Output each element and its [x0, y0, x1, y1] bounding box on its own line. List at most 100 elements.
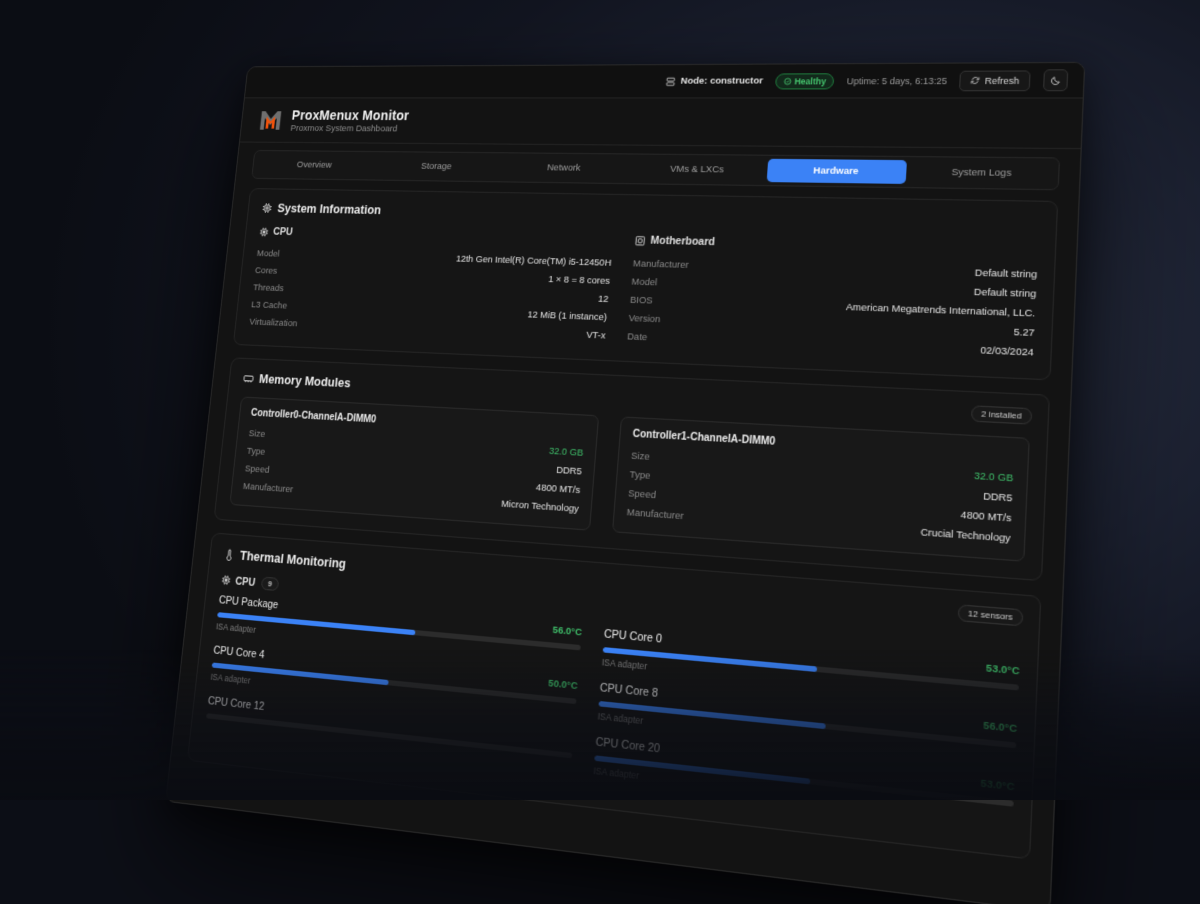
tab-network[interactable]: Network	[500, 156, 629, 180]
motherboard-rows: Manufacturer Default string Model Default s…	[627, 254, 1038, 362]
info-row-key: Date	[627, 331, 648, 343]
main-content: System Information	[167, 188, 1078, 899]
info-row-value: Crucial Technology	[920, 526, 1011, 544]
cpu-section-title: CPU	[273, 226, 294, 238]
thermal-monitoring-card: 12 sensors Thermal Monitoring	[187, 532, 1041, 859]
thermal-sensor-temperature: 53.0°C	[980, 777, 1014, 793]
memory-modules-badge: 2 installed	[971, 405, 1032, 424]
app-header: ProxMenux Monitor Proxmox System Dashboa…	[240, 98, 1083, 149]
info-row-key: Virtualization	[249, 316, 298, 328]
thermometer-icon	[223, 548, 235, 561]
thermal-sensor-name: CPU Core 12	[207, 695, 265, 713]
refresh-button[interactable]: Refresh	[959, 70, 1030, 91]
info-row-value: 5.27	[1013, 326, 1034, 339]
info-row-key: Speed	[628, 487, 657, 500]
info-row-value: 02/03/2024	[980, 344, 1034, 358]
info-row-value: 32.0 GB	[548, 445, 583, 458]
info-row-value: 4800 MT/s	[536, 482, 581, 496]
thermal-sensor-temperature: 53.0°C	[986, 662, 1020, 678]
info-row-key: Cores	[255, 265, 278, 276]
proxmenux-logo-icon	[256, 107, 285, 135]
info-row-value: 12 MiB (1 instance)	[527, 309, 607, 323]
motherboard-section-title: Motherboard	[650, 235, 715, 249]
server-icon	[666, 76, 677, 86]
info-row-key: Type	[246, 445, 265, 457]
thermal-group-label: CPU	[235, 575, 256, 589]
tab-vms-lxcs[interactable]: VMs & LXCs	[630, 157, 765, 182]
info-row-key: BIOS	[630, 294, 653, 306]
theme-toggle-button[interactable]	[1043, 69, 1068, 91]
motherboard-icon	[634, 235, 646, 246]
moon-icon	[1050, 75, 1062, 85]
thermal-group-count: 9	[261, 577, 279, 591]
info-row-value: 12th Gen Intel(R) Core(TM) i5-12450H	[456, 253, 612, 268]
app-window: Node: constructor Healthy Uptime: 5 days…	[165, 62, 1085, 904]
thermal-monitoring-badge: 12 sensors	[957, 604, 1023, 626]
page-subtitle: Proxmox System Dashboard	[290, 123, 408, 134]
thermal-sensor-name: CPU Package	[218, 594, 278, 611]
refresh-icon	[971, 76, 981, 85]
info-row-value: 1 × 8 = 8 cores	[548, 274, 610, 287]
info-row-key: Model	[256, 248, 280, 259]
thermal-sensor-bar-fill	[206, 713, 207, 718]
info-row-value: Default string	[974, 286, 1037, 300]
memory-icon	[243, 372, 255, 384]
status-badge: Healthy	[775, 73, 835, 89]
cpu-rows: Model 12th Gen Intel(R) Core(TM) i5-12450…	[249, 245, 613, 345]
info-row-value: DDR5	[556, 464, 582, 477]
system-information-title: System Information	[277, 202, 382, 217]
info-row-value: Micron Technology	[501, 498, 579, 515]
status-bar: Node: constructor Healthy Uptime: 5 days…	[245, 63, 1084, 99]
check-circle-icon	[783, 77, 792, 85]
info-row-key: Size	[248, 428, 266, 440]
thermal-sensor-name: CPU Core 20	[595, 736, 660, 756]
info-row-key: Version	[628, 312, 660, 324]
info-row-key: Threads	[253, 282, 285, 293]
cpu-section: CPU Model 12th Gen Intel(R) Core(TM) i5-1…	[249, 226, 614, 345]
info-row-key: Manufacturer	[633, 258, 690, 271]
status-badge-label: Healthy	[794, 76, 826, 86]
cpu-chip-icon	[221, 574, 232, 586]
thermal-sensor-name: CPU Core 4	[213, 644, 265, 661]
thermal-sensor-temperature: 56.0°C	[983, 720, 1017, 736]
info-row-value: 4800 MT/s	[960, 509, 1011, 525]
info-row-value: Default string	[975, 267, 1038, 280]
system-information-header: System Information	[261, 201, 1039, 230]
info-row-key: L3 Cache	[251, 299, 288, 311]
info-row-key: Manufacturer	[242, 481, 293, 495]
thermal-sensor-temperature: 50.0°C	[548, 678, 578, 693]
motherboard-section-header: Motherboard	[634, 234, 1038, 256]
node-label: Node: constructor	[680, 76, 763, 87]
info-row-value: 32.0 GB	[974, 470, 1014, 484]
motherboard-section: Motherboard Manufacturer Default string Mo…	[627, 234, 1039, 362]
info-row-value: 12	[598, 293, 609, 304]
cpu-chip-icon	[261, 202, 273, 213]
info-row-key: Type	[629, 469, 651, 482]
cpu-chip-icon	[259, 226, 270, 237]
thermal-monitoring-title: Thermal Monitoring	[239, 549, 346, 572]
page-title: ProxMenux Monitor	[291, 108, 410, 123]
info-row-key: Model	[631, 276, 658, 288]
info-row-key: Size	[631, 450, 650, 463]
info-row-key: Speed	[244, 463, 270, 475]
tab-system-logs[interactable]: System Logs	[909, 160, 1056, 186]
info-row-value: VT-x	[586, 329, 606, 341]
memory-modules-title: Memory Modules	[258, 372, 351, 390]
cpu-section-header: CPU	[259, 226, 614, 246]
thermal-sensor-temperature: 56.0°C	[552, 624, 582, 638]
tab-storage[interactable]: Storage	[375, 155, 499, 178]
uptime-label: Uptime: 5 days, 6:13:25	[846, 75, 947, 85]
tab-hardware[interactable]: Hardware	[766, 159, 907, 184]
tab-overview[interactable]: Overview	[255, 154, 374, 177]
info-row-value: DDR5	[983, 490, 1013, 504]
refresh-label: Refresh	[985, 75, 1020, 85]
thermal-sensor-name: CPU Core 8	[599, 681, 658, 700]
thermal-sensor-name: CPU Core 0	[604, 628, 663, 646]
system-information-card: System Information	[233, 188, 1058, 380]
